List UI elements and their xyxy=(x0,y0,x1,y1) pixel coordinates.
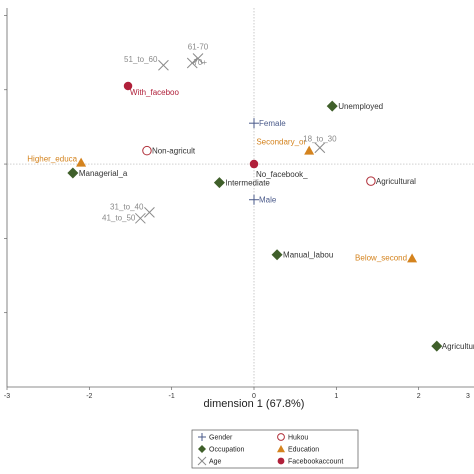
legend-label-hukou: Hukou xyxy=(288,435,308,442)
point-61-70 xyxy=(192,53,204,64)
point-label-manual-labou: Manual_labou xyxy=(283,251,333,260)
point-no-facebook xyxy=(249,159,259,169)
x-tick-label: -1 xyxy=(169,393,175,400)
point-18-to-30 xyxy=(314,142,326,154)
x-tick-label: 3 xyxy=(466,393,470,400)
series-hukou: Non-agricult Agricultural xyxy=(142,145,416,186)
point-label-70: 70+ xyxy=(193,58,207,67)
legend-entry-facebookaccount: Facebookaccount xyxy=(277,457,343,466)
legend-marker-facebookaccount xyxy=(277,457,285,465)
legend-marker-education xyxy=(277,445,285,453)
point-label-51-to-60: 51_to_60 xyxy=(124,55,158,64)
legend-marker-occupation xyxy=(198,445,206,453)
point-label-intermediate: Intermediate xyxy=(225,179,270,188)
plot-frame-group xyxy=(6,8,474,388)
legend: Gender Hukou Occupation Education Age Faceboo… xyxy=(191,429,359,469)
point-label-no-facebook: No_facebook_ xyxy=(256,170,308,179)
point-31-to-40 xyxy=(144,207,155,218)
point-label-non-agricult: Non-agricult xyxy=(152,147,196,156)
legend-label-age: Age xyxy=(209,459,222,466)
point-51-to-60 xyxy=(158,59,169,71)
legend-marker-gender xyxy=(198,433,206,441)
point-label-61-70: 61-70 xyxy=(188,43,209,52)
legend-entry-hukou: Hukou xyxy=(277,433,308,442)
point-label-below-second: Below_second xyxy=(355,253,407,262)
point-intermediate xyxy=(213,177,225,189)
x-tick-label: 1 xyxy=(334,393,338,400)
series-occupation: Unemployed Managerial_a Intermediate Manual… xyxy=(67,100,474,352)
point-label-unemployed: Unemployed xyxy=(338,102,383,111)
point-70 xyxy=(186,57,198,69)
series-facebookaccount: With_faceboo No_facebook_ xyxy=(123,81,308,179)
point-managerial-a xyxy=(67,167,79,179)
legend-box xyxy=(191,429,359,469)
x-tick-label: 2 xyxy=(417,393,421,400)
point-label-18-to-30: 18_to_30 xyxy=(303,135,337,144)
x-axis-ticks: -3 -2 -1 0 1 2 3 xyxy=(4,387,470,400)
legend-marker-age xyxy=(197,456,207,466)
point-manual-labou xyxy=(271,249,283,261)
legend-entry-gender: Gender xyxy=(198,433,233,442)
point-label-with-faceboo: With_faceboo xyxy=(130,88,179,97)
point-agricultural xyxy=(366,176,376,186)
x-tick-label: -2 xyxy=(86,393,92,400)
point-non-agricult xyxy=(142,145,152,156)
point-with-faceboo xyxy=(123,81,133,91)
point-secondary-or xyxy=(304,145,315,155)
x-axis-title: dimension 1 (67.8%) xyxy=(204,398,305,410)
point-agricultura xyxy=(431,340,443,352)
x-tick-label: 0 xyxy=(252,393,256,400)
point-higher-educa xyxy=(76,157,87,167)
point-label-higher-educa: Higher_educa xyxy=(27,155,77,164)
data-points: Female Male Unemployed Managerial_a Intermed… xyxy=(27,43,474,352)
point-label-agricultural: Agricultural xyxy=(376,177,416,186)
x-tick-label: -3 xyxy=(4,393,10,400)
point-male xyxy=(249,194,259,205)
point-unemployed xyxy=(326,100,338,112)
point-below-second xyxy=(407,253,418,263)
point-label-secondary-or: Secondary_or xyxy=(256,138,306,147)
series-gender: Female Male xyxy=(249,118,286,205)
legend-entry-age: Age xyxy=(197,456,222,466)
legend-label-facebookaccount: Facebookaccount xyxy=(288,459,343,466)
point-female xyxy=(249,118,259,129)
legend-marker-hukou xyxy=(277,433,285,441)
point-label-male: Male xyxy=(259,196,277,205)
series-education: Higher_educa Secondary_or Below_second xyxy=(27,138,418,263)
legend-entry-occupation: Occupation xyxy=(198,445,245,454)
reference-lines xyxy=(7,8,474,387)
point-label-41-to-50: 41_to_50 xyxy=(102,213,136,222)
legend-label-occupation: Occupation xyxy=(209,447,245,454)
point-label-female: Female xyxy=(259,119,286,128)
legend-label-education: Education xyxy=(288,447,319,454)
point-label-managerial-a: Managerial_a xyxy=(79,169,128,178)
point-label-agricultura: Agricultura xyxy=(442,342,474,351)
legend-label-gender: Gender xyxy=(209,435,233,442)
series-age: 51_to_60 61-70 70+ 18_to_30 31_to_40 41_to_50 xyxy=(102,43,337,224)
point-41-to-50 xyxy=(135,212,146,224)
legend-entry-education: Education xyxy=(277,445,319,454)
y-axis-ticks xyxy=(4,15,7,314)
point-label-31-to-40: 31_to_40 xyxy=(110,202,144,211)
